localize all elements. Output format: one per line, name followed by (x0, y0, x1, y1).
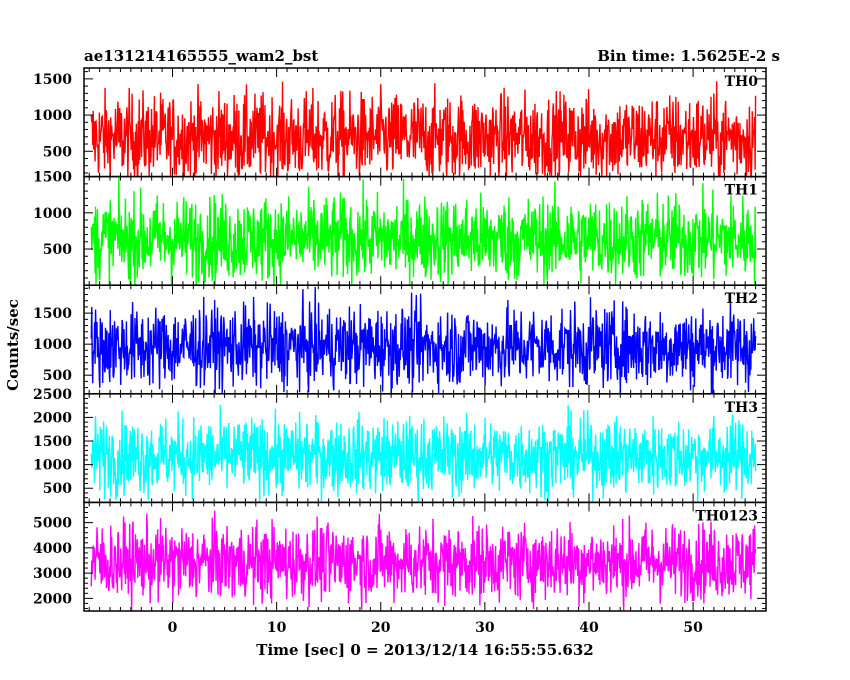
series-line-th0123 (90, 510, 757, 612)
series-line-th3 (90, 404, 757, 503)
series-label-th0: TH0 (725, 74, 759, 90)
y-tick-label: 1500 (33, 434, 72, 450)
y-tick-label: 2000 (33, 410, 72, 426)
panels-group: 500 1000 1500 TH0 500 1000 1500 TH1 500 1000 1500 T… (33, 67, 767, 612)
series-label-th1: TH1 (725, 183, 758, 199)
y-tick-label: 4000 (33, 541, 72, 557)
series-label-th3: TH3 (725, 400, 758, 416)
y-tick-label: 1500 (33, 306, 72, 322)
panel-th0123: 2000 3000 4000 5000 TH0123 (33, 501, 767, 612)
x-tick-label: 20 (371, 620, 391, 636)
y-tick-label: 1000 (33, 337, 72, 353)
x-tick-label: 30 (475, 620, 495, 636)
y-tick-label: 1500 (33, 170, 72, 186)
x-axis-label: Time [sec] 0 = 2013/12/14 16:55:55.632 (256, 641, 593, 659)
panel-frame (83, 501, 767, 612)
y-tick-label: 5000 (33, 516, 72, 532)
chart-title-right: Bin time: 1.5625E-2 s (597, 47, 780, 65)
series-line-th1 (90, 177, 757, 286)
chart-title-left: ae131214165555_wam2_bst (84, 47, 318, 65)
y-tick-label: 500 (43, 144, 72, 160)
x-tick-label: 10 (267, 620, 287, 636)
panel-th1: 500 1000 1500 TH1 (33, 170, 767, 286)
y-tick-label: 2500 (33, 387, 72, 403)
y-axis-label: Counts/sec (4, 299, 22, 391)
x-tick-label: 50 (683, 620, 703, 636)
y-tick-label: 3000 (33, 566, 72, 582)
series-label-th2: TH2 (725, 291, 758, 307)
series-label-th0123: TH0123 (695, 508, 758, 524)
x-axis-tick-labels: 0 10 20 30 40 50 (168, 620, 703, 636)
y-tick-label: 1000 (33, 206, 72, 222)
x-tick-label: 40 (579, 620, 599, 636)
y-tick-label: 2000 (33, 591, 72, 607)
y-tick-label: 1000 (33, 458, 72, 474)
series-line-th0 (90, 81, 757, 179)
panel-th0: 500 1000 1500 TH0 (33, 67, 767, 179)
y-tick-label: 500 (43, 368, 72, 384)
y-tick-label: 1500 (33, 72, 72, 88)
y-tick-label: 500 (43, 481, 72, 497)
x-tick-label: 0 (168, 620, 178, 636)
panel-th3: 500 1000 1500 2000 2500 TH3 (33, 387, 767, 504)
series-line-th2 (90, 286, 757, 394)
panel-th2: 500 1000 1500 TH2 (33, 284, 767, 395)
y-tick-label: 500 (43, 242, 72, 258)
y-tick-label: 1000 (33, 108, 72, 124)
